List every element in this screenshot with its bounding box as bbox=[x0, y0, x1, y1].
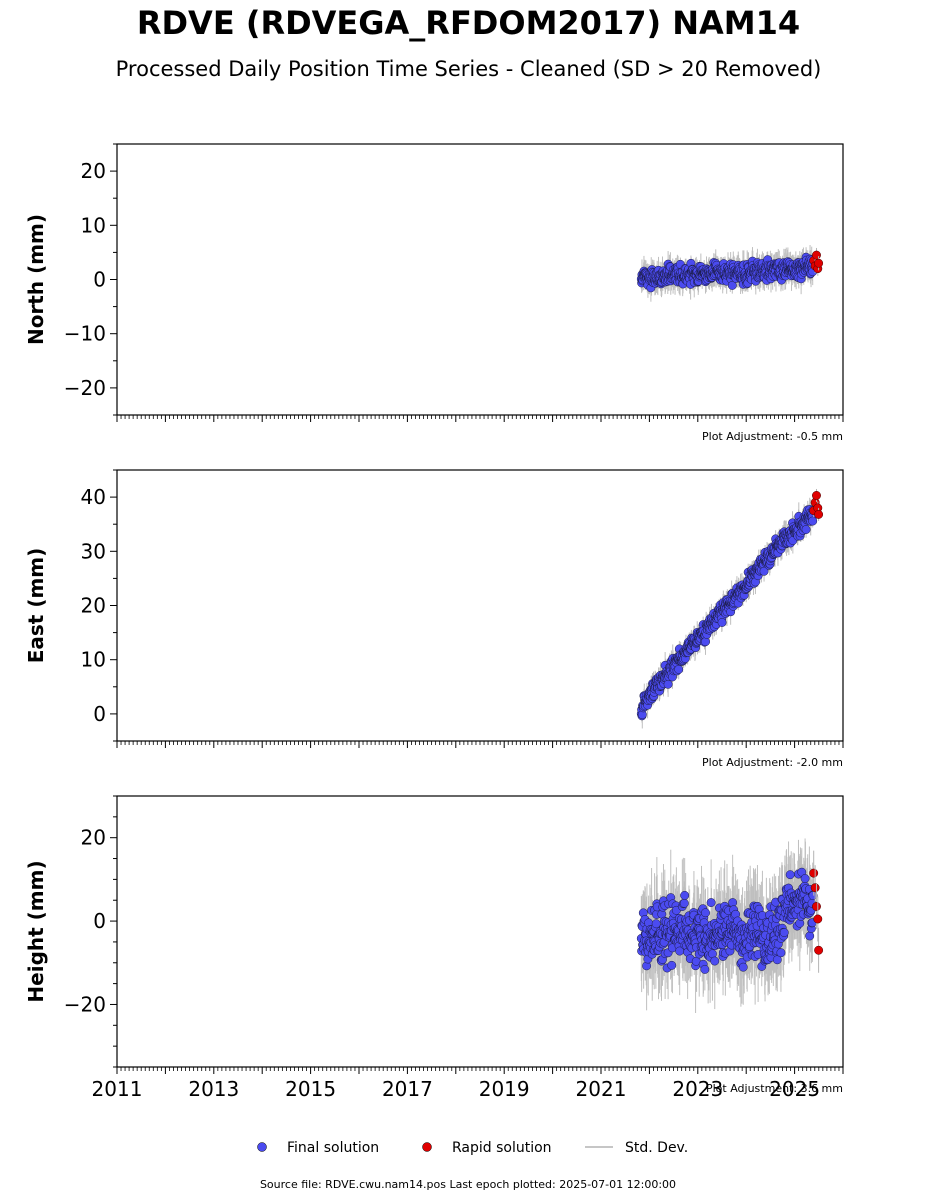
y-tick-label: 0 bbox=[93, 268, 106, 292]
y-tick-label: 0 bbox=[93, 909, 106, 933]
final-solution-point bbox=[680, 899, 688, 907]
y-tick-label: −10 bbox=[64, 322, 106, 346]
rapid-solution-point bbox=[814, 259, 822, 267]
y-axis-label: North (mm) bbox=[24, 214, 48, 345]
final-solution-point bbox=[780, 928, 788, 936]
final-solution-point bbox=[802, 525, 810, 533]
y-tick-label: 10 bbox=[81, 213, 106, 237]
panel-1: −20 −10 0 10 20 North (mm) Plot Adjustment: -0… bbox=[24, 144, 843, 443]
y-tick-label: 30 bbox=[81, 539, 106, 563]
y-axis-label: East (mm) bbox=[24, 548, 48, 664]
legend-final-label: Final solution bbox=[287, 1140, 379, 1156]
final-solution-point bbox=[806, 932, 814, 940]
rapid-solution-point bbox=[812, 251, 820, 259]
y-tick-label: 0 bbox=[93, 702, 106, 726]
final-solution-point bbox=[668, 961, 676, 969]
x-tick-label: 2017 bbox=[382, 1077, 433, 1101]
rapid-solution-point bbox=[812, 902, 820, 910]
x-tick-label: 2015 bbox=[285, 1077, 336, 1101]
final-solution-point bbox=[664, 680, 672, 688]
final-solution-point bbox=[707, 898, 715, 906]
final-solution-point bbox=[652, 920, 660, 928]
rapid-solution-point bbox=[809, 869, 817, 877]
final-solution-point bbox=[786, 870, 794, 878]
final-solution-point bbox=[711, 957, 719, 965]
legend-final-marker bbox=[258, 1143, 267, 1152]
legend: Final solution Rapid solution Std. Dev. bbox=[258, 1140, 689, 1156]
x-tick-label: 2019 bbox=[479, 1077, 530, 1101]
y-tick-label: −20 bbox=[64, 376, 106, 400]
plot-adjustment: Plot Adjustment: 3.6 mm bbox=[706, 1082, 843, 1095]
legend-rapid-label: Rapid solution bbox=[452, 1140, 552, 1156]
panels: −20 −10 0 10 20 North (mm) Plot Adjustment: -0… bbox=[24, 144, 843, 1101]
y-tick-label: 40 bbox=[81, 485, 106, 509]
rapid-solution-point bbox=[814, 915, 822, 923]
y-tick-label: 20 bbox=[81, 594, 106, 618]
final-solution-point bbox=[801, 874, 809, 882]
final-solution-point bbox=[809, 517, 817, 525]
plot-adjustment: Plot Adjustment: -0.5 mm bbox=[702, 430, 843, 443]
y-tick-label: 20 bbox=[81, 826, 106, 850]
final-solution-point bbox=[701, 965, 709, 973]
final-solution-point bbox=[674, 665, 682, 673]
x-tick-label: 2011 bbox=[92, 1077, 143, 1101]
legend-rapid-marker bbox=[423, 1143, 432, 1152]
legend-std-label: Std. Dev. bbox=[625, 1140, 688, 1156]
final-solution-point bbox=[701, 909, 709, 917]
rapid-solution-point bbox=[812, 491, 820, 499]
panel-2: 0 10 20 30 40 East (mm) Plot Adjustment: -2.0 … bbox=[24, 470, 843, 769]
final-solution-point bbox=[701, 637, 709, 645]
panel-3: −20 0 20 Height (mm) 2011 2013 2015 2017 2019 202… bbox=[24, 796, 843, 1101]
rapid-solution-point bbox=[811, 884, 819, 892]
final-solution-point bbox=[739, 963, 747, 971]
final-solution-series bbox=[637, 505, 817, 720]
y-axis-label: Height (mm) bbox=[24, 860, 48, 1002]
x-tick-label: 2021 bbox=[576, 1077, 627, 1101]
y-tick-label: 10 bbox=[81, 648, 106, 672]
final-solution-point bbox=[680, 891, 688, 899]
rapid-solution-point bbox=[814, 510, 822, 518]
y-tick-label: −20 bbox=[64, 992, 106, 1016]
plot-adjustment: Plot Adjustment: -2.0 mm bbox=[702, 756, 843, 769]
y-tick-label: 20 bbox=[81, 159, 106, 183]
final-solution-point bbox=[777, 949, 785, 957]
final-solution-point bbox=[809, 891, 817, 899]
final-solution-point bbox=[718, 618, 726, 626]
source-footer: Source file: RDVE.cwu.nam14.pos Last epo… bbox=[260, 1178, 676, 1191]
x-tick-label: 2013 bbox=[188, 1077, 239, 1101]
rapid-solution-point bbox=[814, 946, 822, 954]
